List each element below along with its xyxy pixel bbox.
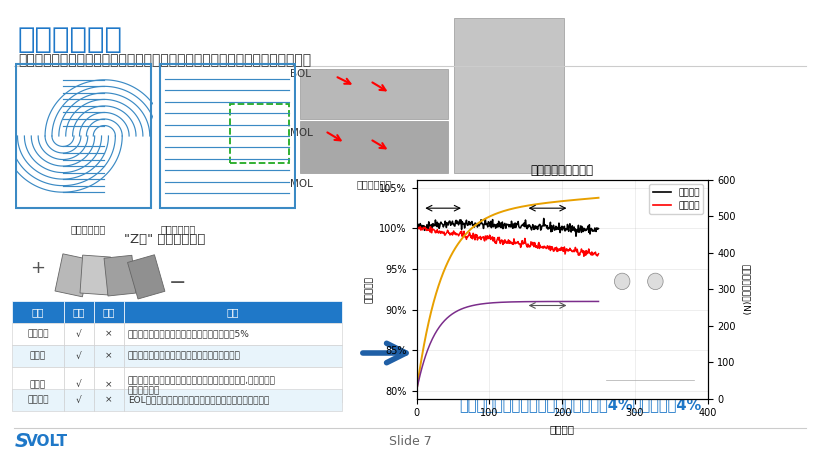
Text: EOL后，卷绕电芯变形和膨胀更严重，影响电芯衰减性能: EOL后，卷绕电芯变形和膨胀更严重，影响电芯衰减性能 — [128, 396, 269, 404]
Text: BOL: BOL — [290, 69, 310, 79]
Bar — [12, 367, 64, 402]
我司电芯 — [577, 226, 587, 232]
Text: MOL: MOL — [290, 128, 313, 138]
Bar — [94, 301, 124, 323]
对标电芯 — [523, 243, 533, 248]
Bar — [229, 104, 289, 163]
Text: 叠片结构充分利用边角空间，能量密度高出约5%: 叠片结构充分利用边角空间，能量密度高出约5% — [128, 330, 250, 338]
Bar — [64, 367, 94, 402]
Bar — [94, 367, 124, 402]
Bar — [12, 389, 64, 411]
Y-axis label: 循环最大膨胀力(N): 循环最大膨胀力(N) — [740, 264, 749, 315]
对标电芯 — [519, 236, 529, 241]
Text: 稳定性: 稳定性 — [30, 351, 46, 361]
Text: √: √ — [76, 396, 82, 404]
Bar — [300, 121, 447, 173]
Text: 循环寿命: 循环寿命 — [27, 396, 48, 404]
Bar — [124, 323, 342, 345]
我司电芯 — [518, 220, 528, 225]
Text: ×: × — [105, 330, 113, 338]
Bar — [124, 345, 342, 367]
对标电芯 — [593, 251, 603, 256]
Line: 我司电芯: 我司电芯 — [416, 219, 598, 236]
Text: √: √ — [76, 351, 82, 361]
Text: ×: × — [105, 380, 113, 389]
对标电芯 — [520, 239, 530, 245]
Text: 能量密度: 能量密度 — [27, 330, 48, 338]
Text: "Z型" 高速叠片工艺: "Z型" 高速叠片工艺 — [124, 233, 206, 246]
Bar — [124, 389, 342, 411]
Circle shape — [647, 273, 663, 290]
Bar — [124, 367, 342, 402]
Text: 叠片工艺电芯: 叠片工艺电芯 — [461, 179, 496, 189]
Circle shape — [613, 273, 629, 290]
Text: −: − — [169, 273, 187, 293]
Line: 对标电芯: 对标电芯 — [416, 227, 598, 256]
Text: 叠片: 叠片 — [73, 307, 85, 317]
Bar — [12, 301, 64, 323]
Text: MOL: MOL — [290, 179, 313, 189]
X-axis label: 循环次数: 循环次数 — [549, 424, 574, 434]
Text: S: S — [15, 431, 29, 450]
我司电芯 — [565, 224, 575, 229]
Text: 在变形和膨胀力方面，叠片工艺的尺寸更加稳定: 在变形和膨胀力方面，叠片工艺的尺寸更加稳定 — [128, 351, 241, 361]
Text: VOLT: VOLT — [26, 433, 68, 449]
Text: 叠片工艺电芯: 叠片工艺电芯 — [161, 224, 196, 234]
Text: ×: × — [105, 351, 113, 361]
Text: 参数: 参数 — [32, 307, 44, 317]
Text: Slide 7: Slide 7 — [388, 435, 431, 448]
Bar — [12, 345, 64, 367]
我司电芯 — [523, 223, 532, 228]
Bar — [94, 345, 124, 367]
Text: +: + — [30, 259, 45, 277]
Bar — [64, 301, 94, 323]
Bar — [94, 323, 124, 345]
Bar — [12, 323, 64, 345]
Text: 卷绕方形电池的绝缘结构过于繁杂，危险系数更高,相同设计下: 卷绕方形电池的绝缘结构过于繁杂，危险系数更高,相同设计下 — [128, 376, 275, 385]
Bar — [80, 255, 111, 295]
对标电芯 — [577, 249, 586, 254]
对标电芯 — [578, 254, 588, 259]
Bar — [94, 389, 124, 411]
Text: 行业趋势研判: 行业趋势研判 — [18, 26, 123, 54]
我司电芯 — [593, 226, 603, 231]
对标电芯 — [412, 227, 422, 232]
Text: 膨胀力可降低: 膨胀力可降低 — [128, 386, 160, 395]
Bar — [64, 345, 94, 367]
对标电芯 — [414, 224, 424, 230]
Text: 卷绕工艺电芯: 卷绕工艺电芯 — [70, 224, 106, 234]
Bar — [104, 255, 136, 296]
Bar — [64, 323, 94, 345]
Legend: 我司电芯, 对标电芯: 我司电芯, 对标电芯 — [649, 184, 702, 214]
Text: √: √ — [76, 330, 82, 338]
我司电芯 — [411, 225, 421, 230]
Text: √: √ — [76, 380, 82, 389]
Bar — [64, 389, 94, 411]
我司电芯 — [538, 216, 548, 221]
Bar — [300, 69, 447, 119]
Bar — [128, 255, 165, 299]
Text: 卷绕: 卷绕 — [102, 307, 115, 317]
Bar — [55, 254, 90, 297]
对标电芯 — [565, 247, 575, 253]
Bar — [124, 301, 342, 323]
我司电芯 — [412, 226, 422, 231]
FancyArrowPatch shape — [362, 343, 405, 363]
Text: 卷绕工艺电芯: 卷绕工艺电芯 — [356, 179, 391, 189]
Text: 同体系下电芯能量密度高于同行业产品4%，功率高于4%: 同体系下电芯能量密度高于同行业产品4%，功率高于4% — [459, 397, 700, 413]
Text: ×: × — [105, 396, 113, 404]
我司电芯 — [519, 224, 529, 230]
我司电芯 — [570, 233, 580, 239]
Text: 说明: 说明 — [227, 307, 239, 317]
Text: 安全性: 安全性 — [30, 380, 46, 389]
对标电芯 — [411, 227, 421, 233]
Bar — [454, 18, 563, 173]
Title: 常温膨胀力循环比较: 常温膨胀力循环比较 — [530, 164, 593, 177]
Y-axis label: 容量保持率: 容量保持率 — [364, 276, 373, 303]
Text: 化卷成叠将成为动力电池生产工艺的重要特征，动力电池迈向叠时代是大势所趋: 化卷成叠将成为动力电池生产工艺的重要特征，动力电池迈向叠时代是大势所趋 — [18, 53, 310, 67]
